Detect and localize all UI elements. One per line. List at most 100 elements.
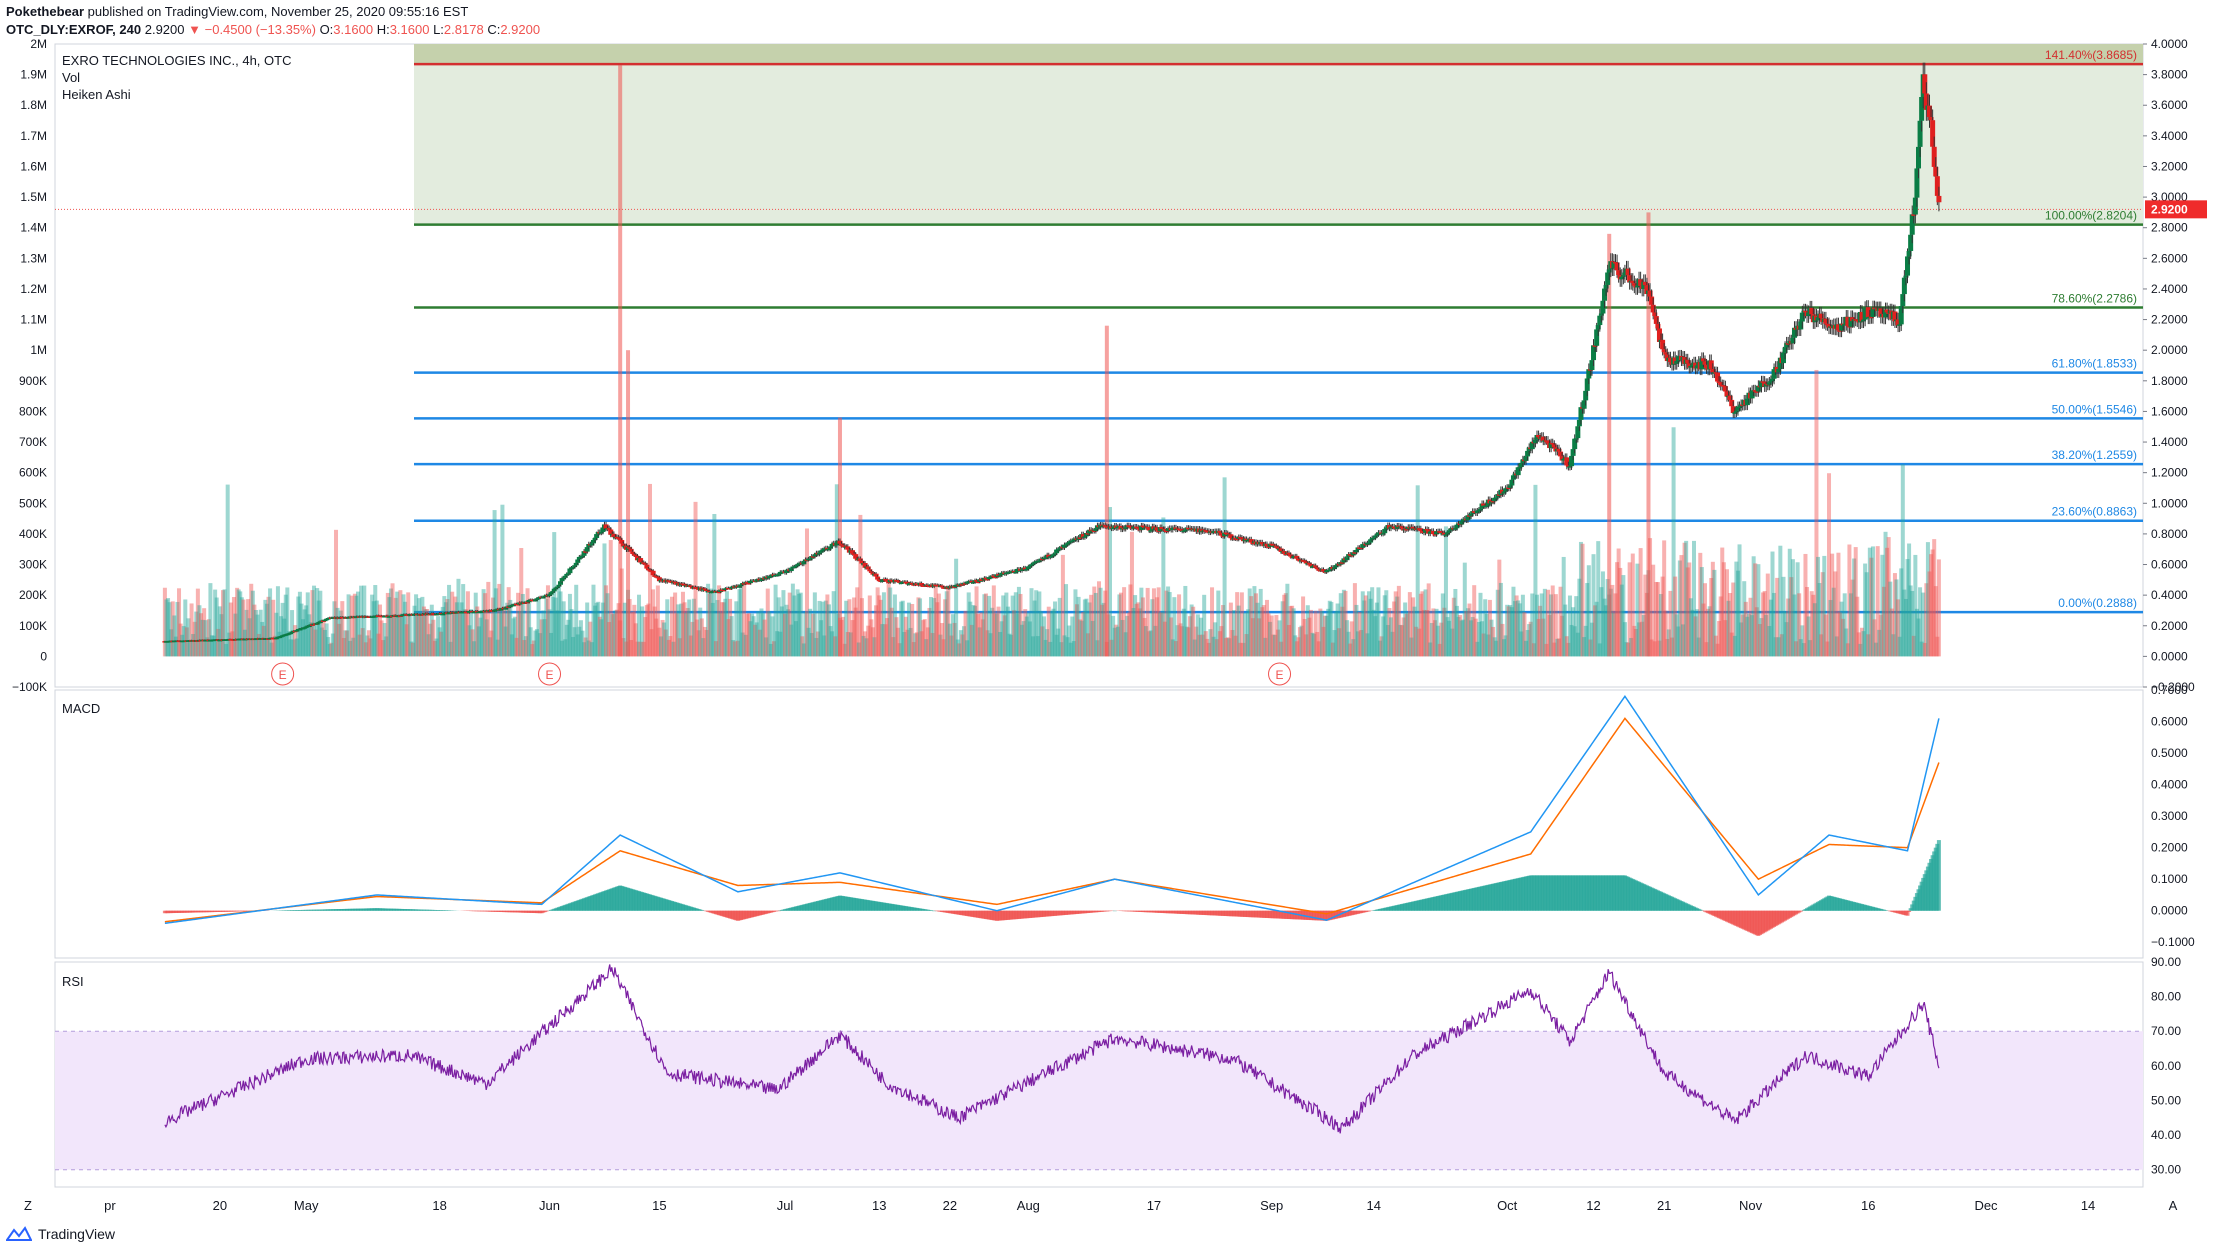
candle-body [1474, 510, 1480, 514]
volume-bar [1186, 627, 1191, 657]
volume-bar [1037, 591, 1042, 657]
candle-body [1371, 537, 1377, 540]
volume-bar [1296, 637, 1301, 657]
time-tick-label: 21 [1657, 1198, 1671, 1213]
time-tick-label: Aug [1017, 1198, 1040, 1213]
volume-bar [1509, 607, 1514, 657]
volume-bar [1354, 604, 1359, 657]
footer-brand[interactable]: TradingView [6, 1226, 115, 1242]
volume-bar [662, 622, 667, 657]
volume-bar [1024, 616, 1029, 657]
volume-bar [1368, 598, 1373, 657]
macd-histogram-bar [544, 910, 549, 912]
volume-bar [1709, 578, 1714, 657]
volume-bar [812, 592, 817, 657]
candle-body [1374, 534, 1380, 536]
volume-bar [486, 581, 491, 657]
candle-body [1324, 570, 1330, 573]
volume-bar [1665, 638, 1670, 657]
volume-bar [1859, 627, 1864, 657]
volume-bar [465, 591, 470, 657]
candle-body [1394, 525, 1400, 529]
volume-bar [1075, 604, 1080, 657]
volume-bar [844, 600, 849, 657]
volume-bar [483, 593, 488, 657]
volume-bar [632, 604, 637, 657]
candle-body [1534, 434, 1540, 440]
volume-bar [1812, 603, 1817, 657]
volume-bar [944, 591, 949, 657]
volume-bar [927, 607, 932, 657]
volume-bar [371, 601, 376, 657]
price-tick-label: 2.4000 [2151, 282, 2188, 296]
volume-bar [847, 599, 852, 657]
author-name[interactable]: Pokethebear [6, 4, 85, 19]
volume-bar [1461, 619, 1466, 657]
time-tick-label: Oct [1497, 1198, 1518, 1213]
volume-bar [316, 600, 321, 657]
volume-bar [1875, 546, 1880, 657]
volume-bar [1886, 537, 1891, 657]
volume-bar [558, 591, 563, 657]
price-tick-label: 1.4000 [2151, 435, 2188, 449]
candle-body [1087, 529, 1093, 534]
volume-bar [1475, 641, 1480, 657]
candle-body [1091, 530, 1097, 532]
candle-body [1506, 487, 1512, 490]
volume-bar [1236, 605, 1241, 657]
volume-bar [819, 620, 824, 657]
volume-bar [852, 597, 857, 657]
volume-bar [467, 625, 472, 657]
volume-bar [1748, 597, 1753, 657]
volume-bar [509, 634, 514, 657]
volume-bar [1142, 617, 1147, 657]
volume-bar [1451, 597, 1456, 657]
volume-bar [1348, 643, 1353, 657]
volume-bar [398, 590, 403, 657]
volume-bar [1589, 622, 1594, 657]
volume-bar [412, 605, 417, 657]
volume-bar [1217, 631, 1222, 657]
candle-body [895, 580, 901, 582]
volume-bar [1803, 553, 1808, 657]
candle-body [1372, 535, 1378, 538]
volume-bar [1473, 618, 1478, 657]
volume-bar [635, 641, 640, 657]
candle-body [1721, 385, 1727, 387]
volume-bar [679, 603, 684, 657]
volume-bar [759, 608, 764, 657]
candle-body [738, 584, 744, 587]
candle-body [1127, 525, 1133, 528]
volume-bar [1269, 615, 1274, 657]
macd-line [164, 694, 1940, 925]
volume-bar [1542, 588, 1547, 657]
volume-bar [1134, 603, 1139, 657]
candle-body [1049, 555, 1055, 558]
volume-bar [1367, 591, 1372, 657]
candle-body [1776, 369, 1782, 373]
volume-bar [1506, 606, 1511, 657]
volume-bar [1779, 634, 1784, 657]
candle-body [1380, 533, 1386, 535]
candle-body [1573, 438, 1579, 440]
volume-bar [1924, 583, 1929, 657]
volume-bar [164, 599, 169, 657]
candle-body [1586, 369, 1592, 379]
volume-bar [1841, 618, 1846, 657]
candle-body [1525, 450, 1531, 457]
volume-bar [1374, 602, 1379, 657]
volume-bar [421, 606, 426, 657]
volume-bar [841, 616, 846, 657]
volume-bar [585, 602, 590, 657]
volume-bar [236, 589, 241, 657]
candle-body [1349, 554, 1355, 557]
candle-body [1688, 366, 1694, 368]
candle-body [430, 613, 436, 615]
volume-bar [1164, 590, 1169, 657]
volume-bar [1031, 636, 1036, 657]
candle-body [1410, 526, 1416, 529]
volume-bar [1487, 599, 1492, 657]
volume-bar [1040, 626, 1045, 657]
volume-bar [173, 636, 178, 657]
